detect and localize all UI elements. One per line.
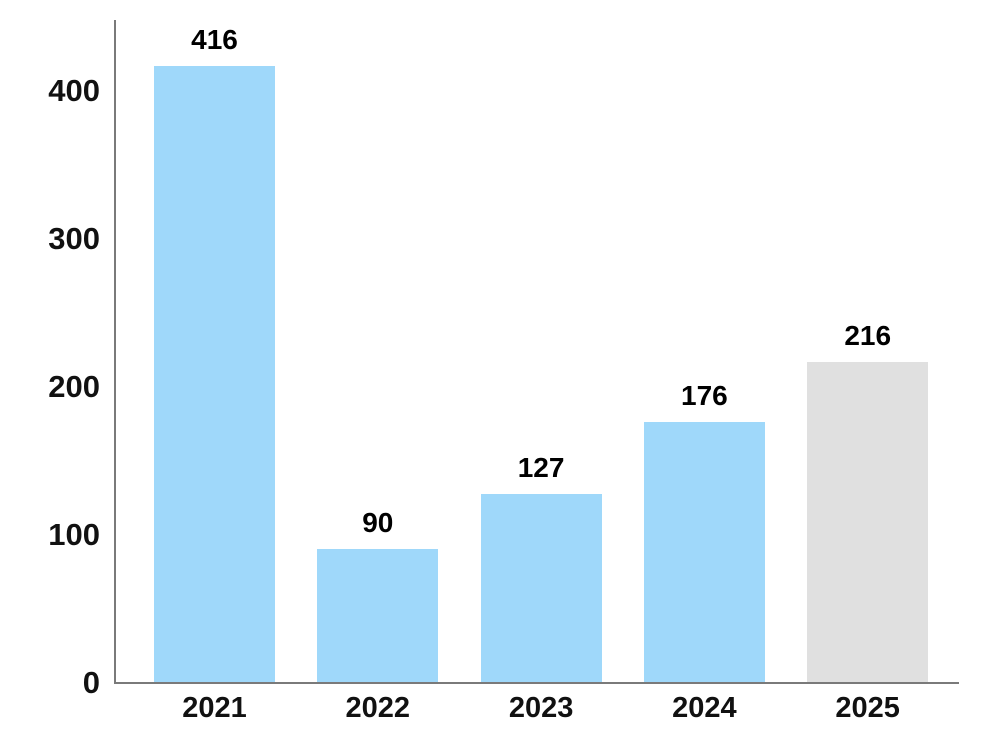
value-label-2021: 416	[191, 24, 238, 55]
x-axis-line	[114, 682, 959, 684]
value-label-2025: 216	[844, 320, 892, 351]
value-label-2022: 90	[362, 507, 394, 538]
x-tick-label-2024: 2024	[672, 692, 737, 724]
x-tick-label-2021: 2021	[182, 692, 247, 724]
value-label-2024: 176	[681, 380, 728, 411]
y-tick-label-0: 0	[82, 665, 100, 700]
y-tick-label-300: 300	[48, 221, 100, 256]
x-tick-label-2025: 2025	[835, 692, 900, 724]
x-tick-label-2023: 2023	[508, 692, 574, 724]
bar-2023	[480, 494, 602, 682]
bar-2024	[643, 422, 765, 682]
bar-2021	[154, 66, 275, 682]
value-label-2023: 127	[517, 452, 565, 483]
x-tick-label-2022: 2022	[345, 692, 411, 724]
y-axis-line	[114, 20, 116, 682]
y-tick-label-400: 400	[48, 73, 100, 108]
y-tick-label-100: 100	[48, 517, 100, 552]
y-tick-label-200: 200	[48, 369, 100, 404]
bar-2022	[317, 549, 439, 682]
bar-2025	[807, 362, 929, 682]
